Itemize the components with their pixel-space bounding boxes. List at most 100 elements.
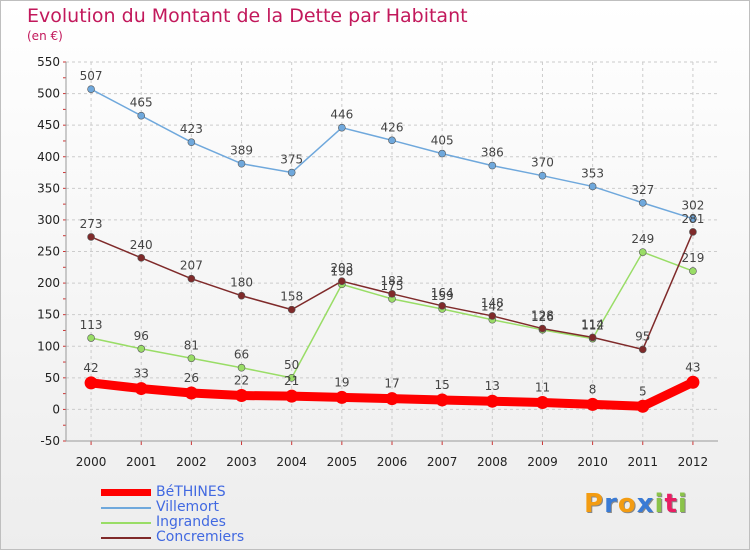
y-tick-label: 300 (37, 213, 60, 227)
logo-letter: r (604, 489, 618, 519)
y-tick-label: 450 (37, 118, 60, 132)
y-tick-label: 400 (37, 150, 60, 164)
data-label-villemort: 423 (180, 122, 203, 136)
logo-letter: i (654, 489, 665, 519)
data-point-villemort (588, 182, 597, 191)
data-point-concremiers (538, 324, 547, 333)
legend-label-concremiers: Concremiers (156, 529, 245, 545)
data-point-ingrandes (689, 267, 697, 275)
data-label-ingrandes: 175 (381, 279, 404, 293)
data-point-bethines (435, 393, 449, 407)
x-tick-label: 2002 (176, 455, 207, 469)
data-point-bethines (84, 376, 98, 390)
data-point-concremiers (237, 291, 246, 300)
legend-label-ingrandes: Ingrandes (156, 514, 226, 530)
data-point-concremiers (287, 305, 296, 314)
y-tick-label: 100 (37, 339, 60, 353)
grid (66, 61, 718, 442)
data-label-concremiers: 114 (581, 317, 604, 331)
data-label-bethines: 33 (134, 367, 149, 381)
data-label-bethines: 43 (685, 360, 700, 374)
data-label-ingrandes: 81 (184, 338, 199, 352)
data-label-concremiers: 240 (130, 238, 153, 252)
data-point-ingrandes (287, 374, 296, 382)
data-point-bethines (535, 395, 549, 409)
series-layer (84, 85, 700, 413)
data-label-concremiers: 183 (381, 274, 404, 288)
data-point-bethines (485, 394, 499, 408)
x-tick-label: 2011 (627, 455, 658, 469)
data-label-villemort: 353 (581, 166, 604, 180)
data-point-bethines (586, 397, 600, 411)
data-label-bethines: 5 (639, 384, 647, 398)
y-tick-label: 500 (37, 87, 60, 101)
data-label-ingrandes: 113 (80, 318, 103, 332)
y-tick-label: 150 (37, 308, 60, 322)
axes: -500501001502002503003504004505005502000… (37, 55, 718, 469)
legend-swatch-concremiers (101, 537, 151, 539)
data-point-bethines (385, 392, 399, 406)
data-point-ingrandes (137, 344, 146, 353)
data-point-villemort (638, 199, 647, 207)
legend-swatch-villemort (101, 507, 151, 509)
data-point-bethines (285, 389, 299, 403)
logo-letter: P (584, 489, 605, 519)
data-point-bethines (686, 375, 700, 389)
data-label-concremiers: 281 (681, 212, 704, 226)
data-label-ingrandes: 50 (284, 358, 299, 372)
data-label-bethines: 26 (184, 371, 199, 385)
data-label-concremiers: 180 (230, 276, 253, 290)
x-tick-label: 2007 (427, 455, 458, 469)
data-point-villemort (187, 138, 196, 147)
data-point-bethines (636, 399, 650, 413)
data-label-ingrandes: 159 (431, 289, 454, 303)
x-tick-label: 2001 (126, 455, 157, 469)
data-label-villemort: 389 (230, 144, 253, 158)
x-tick-label: 2008 (477, 455, 508, 469)
x-tick-label: 2005 (327, 455, 358, 469)
chart-title: Evolution du Montant de la Dette par Hab… (27, 5, 468, 27)
data-label-bethines: 21 (284, 374, 299, 388)
y-tick-label: -50 (40, 434, 60, 448)
data-label-concremiers: 148 (481, 296, 504, 310)
data-label-bethines: 42 (83, 361, 98, 375)
data-label-bethines: 8 (589, 382, 597, 396)
proxiti-logo: Proxiti (584, 489, 688, 519)
data-label-villemort: 370 (531, 156, 554, 170)
data-point-villemort (338, 123, 346, 132)
data-label-concremiers: 273 (80, 217, 103, 231)
data-point-bethines (134, 382, 148, 396)
data-label-bethines: 19 (334, 375, 349, 389)
data-point-concremiers (488, 312, 497, 320)
data-point-ingrandes (187, 354, 196, 363)
data-point-concremiers (638, 345, 647, 354)
data-label-concremiers: 128 (531, 309, 554, 323)
data-label-ingrandes: 96 (134, 329, 149, 343)
logo-letter: i (677, 489, 688, 519)
data-point-ingrandes (87, 334, 95, 342)
y-tick-label: 350 (37, 181, 60, 195)
data-label-bethines: 17 (384, 377, 399, 391)
data-point-concremiers (438, 302, 446, 310)
data-label-concremiers: 207 (180, 259, 203, 273)
x-tick-label: 2009 (527, 455, 558, 469)
legend-label-villemort: Villemort (156, 499, 219, 515)
y-tick-label: 200 (37, 276, 60, 290)
data-label-villemort: 446 (330, 108, 353, 122)
data-point-concremiers (137, 254, 146, 262)
data-point-concremiers (388, 290, 396, 298)
y-tick-label: 50 (45, 371, 60, 385)
data-label-ingrandes: 219 (681, 251, 704, 265)
data-point-ingrandes (237, 363, 246, 372)
data-point-villemort (287, 168, 296, 177)
data-point-concremiers (187, 274, 196, 283)
data-point-concremiers (87, 233, 95, 241)
data-label-villemort: 405 (431, 134, 454, 148)
data-label-concremiers: 95 (635, 329, 650, 343)
logo-letter: o (617, 489, 637, 519)
x-tick-label: 2004 (276, 455, 307, 469)
data-label-concremiers: 158 (280, 290, 303, 304)
y-tick-label: 550 (37, 55, 60, 69)
x-tick-label: 2006 (377, 455, 408, 469)
